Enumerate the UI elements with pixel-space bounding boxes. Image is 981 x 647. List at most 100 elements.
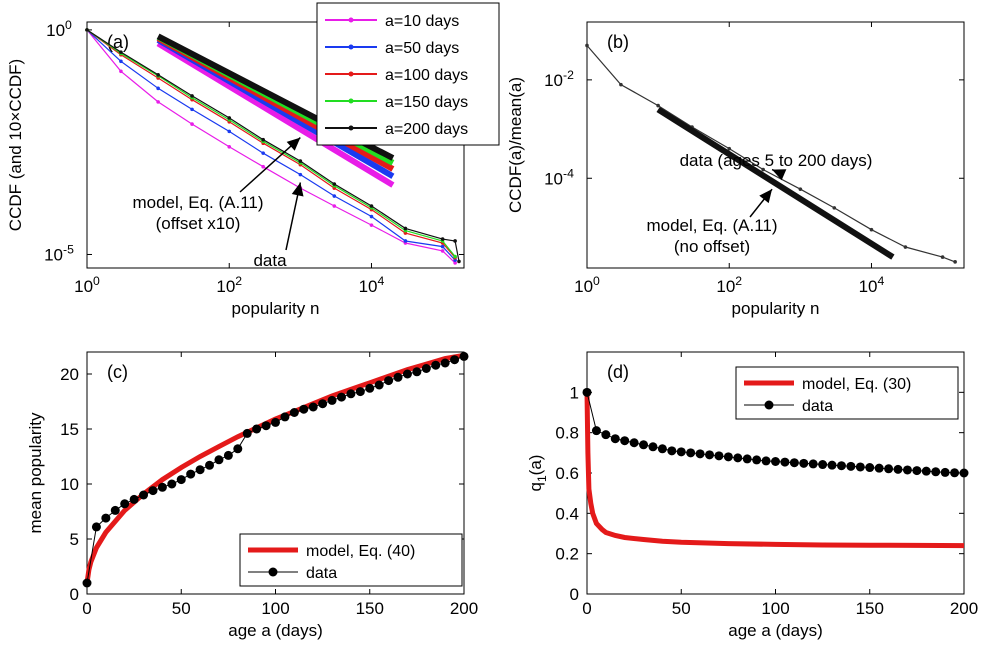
annotation-text: data (253, 251, 287, 270)
panel-label: (b) (607, 32, 629, 52)
data-point (119, 59, 123, 64)
data-point (855, 462, 865, 472)
x-tick-label: 104 (859, 274, 885, 296)
data-point (139, 490, 149, 500)
data-point (789, 458, 799, 468)
data-point (119, 50, 123, 54)
data-point (223, 450, 233, 460)
data-point (940, 255, 945, 259)
data-point (298, 159, 303, 163)
data-point (676, 447, 686, 457)
data-point (403, 239, 408, 243)
data-point (369, 223, 374, 227)
legend-marker (348, 125, 354, 131)
model-line (656, 106, 895, 260)
annotation-text: model, Eq. (A.11) (646, 216, 777, 235)
y-tick-label: 0.6 (555, 464, 579, 483)
data-point (332, 204, 337, 208)
x-axis-label: age a (days) (728, 621, 823, 640)
data-line (86, 29, 456, 261)
data-point (369, 204, 374, 208)
data-point (369, 214, 374, 219)
data-point (610, 434, 620, 444)
annotation-arrowhead (286, 137, 301, 151)
annotation-arrowhead (759, 189, 773, 204)
data-point (261, 151, 265, 155)
data-point (695, 449, 705, 459)
data-point (657, 444, 667, 454)
data-point (453, 261, 457, 265)
data-point (101, 513, 111, 523)
data-point (384, 376, 394, 386)
data-point (261, 137, 265, 142)
data-point (771, 457, 780, 467)
data-point (289, 408, 299, 417)
y-axis-label: q1(a) (526, 455, 549, 492)
model-line (584, 392, 965, 549)
legend-marker (268, 567, 278, 577)
data-point (85, 28, 89, 32)
data-point (308, 402, 318, 412)
x-tick-label: 100 (74, 274, 100, 296)
data-point (950, 468, 960, 478)
data-point (714, 451, 724, 461)
data-point (457, 259, 461, 264)
data-point (620, 436, 630, 446)
x-tick-label: 150 (856, 599, 884, 618)
legend-label: a=10 days (385, 13, 459, 30)
data-point (227, 129, 232, 134)
x-tick-label: 50 (672, 599, 691, 618)
data-point (733, 453, 743, 463)
x-tick-label: 200 (450, 599, 478, 618)
legend-box (735, 366, 959, 420)
data-point (846, 461, 856, 471)
data-point (902, 465, 912, 475)
legend-marker (348, 44, 354, 50)
y-tick-label: 0.4 (555, 504, 579, 523)
data-point (440, 358, 450, 368)
data-point (190, 94, 194, 98)
data-point (332, 182, 337, 186)
data-point (884, 464, 894, 474)
x-tick-label: 100 (261, 599, 289, 618)
data-point (431, 360, 441, 370)
panel-label: (a) (107, 32, 129, 52)
data-point (667, 446, 677, 456)
data-point (742, 454, 752, 464)
data-point (780, 457, 790, 467)
legend-marker (764, 400, 774, 410)
legend-label: model, Eq. (30) (802, 376, 911, 393)
y-tick-label: 20 (60, 365, 79, 384)
data-point (582, 387, 592, 397)
data-point (365, 383, 375, 393)
annotation-arrow (239, 137, 301, 193)
data-line (86, 29, 456, 257)
y-tick-label: 0.2 (555, 545, 579, 564)
data-point (261, 421, 271, 431)
data-point (440, 237, 445, 241)
data-point (156, 100, 160, 104)
data-point (818, 460, 828, 470)
data-point (723, 452, 733, 462)
legend-label: a=100 days (385, 67, 468, 84)
y-axis-label: CCDF (and 10×CCDF) (6, 59, 25, 231)
data-point (761, 167, 765, 172)
data-point (298, 172, 303, 177)
data-point (903, 245, 908, 249)
data-point (336, 392, 346, 402)
data-point (403, 226, 408, 231)
legend-box (239, 533, 463, 587)
data-point (761, 456, 771, 466)
data-point (393, 372, 403, 382)
y-tick-label: 100 (46, 18, 72, 40)
data-point (686, 448, 696, 458)
data-point (148, 486, 158, 496)
data-point (440, 249, 445, 253)
data-point (261, 164, 265, 169)
legend-marker (348, 17, 354, 23)
data-point (374, 380, 384, 390)
data-point (110, 505, 120, 515)
y-tick-label: 5 (70, 530, 79, 549)
x-axis-label: popularity n (232, 299, 320, 318)
y-tick-label: 10-5 (44, 242, 74, 264)
